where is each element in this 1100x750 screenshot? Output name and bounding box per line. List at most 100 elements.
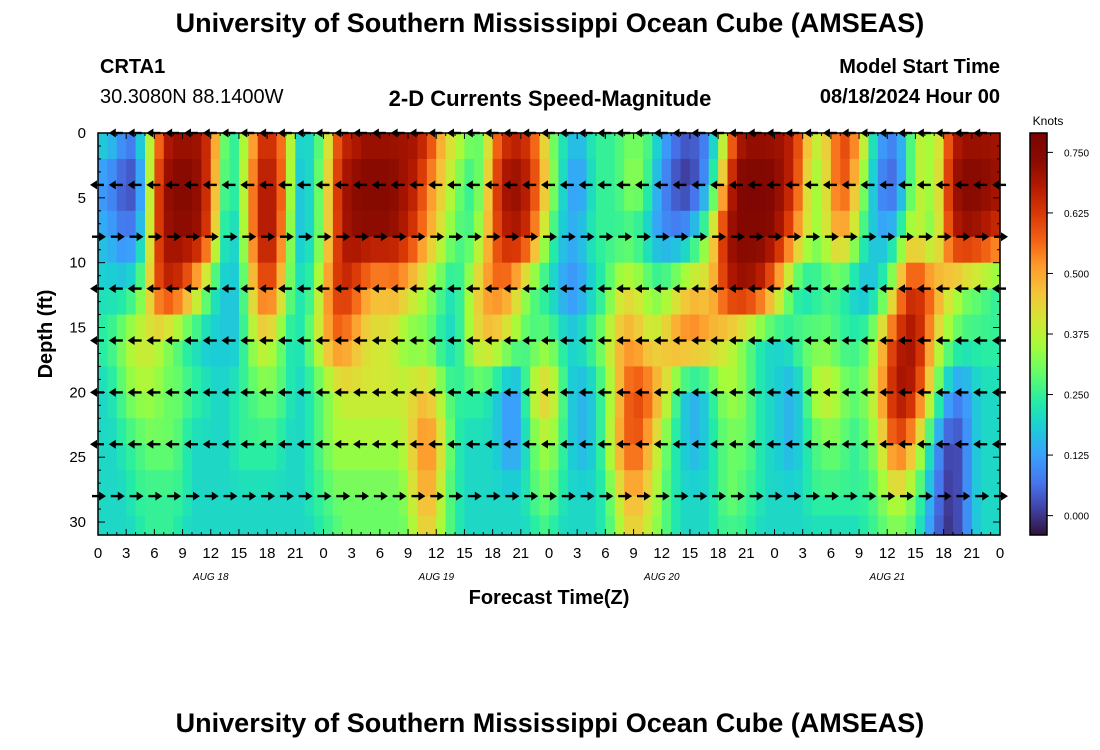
- heat-cell: [389, 366, 400, 393]
- heat-cell: [859, 184, 870, 212]
- heat-cell: [98, 340, 108, 368]
- x-tick-label: 12: [428, 545, 445, 562]
- arrow-head: [747, 439, 755, 449]
- heat-cell: [802, 340, 813, 368]
- arrow-head: [221, 180, 229, 190]
- arrow-head: [390, 439, 398, 449]
- current-arrow: [559, 335, 574, 345]
- current-arrow: [127, 180, 142, 190]
- heat-cell: [567, 366, 578, 393]
- current-arrow: [860, 439, 875, 449]
- arrow-head: [286, 232, 294, 242]
- heat-cell: [267, 444, 278, 471]
- heat-cell: [163, 392, 174, 419]
- heat-cell: [426, 288, 437, 316]
- heat-cell: [924, 262, 935, 290]
- heat-cell: [549, 288, 559, 316]
- heat-cell: [398, 133, 409, 160]
- current-arrow: [674, 491, 689, 501]
- arrow-head: [662, 232, 670, 242]
- heat-cell: [248, 184, 259, 212]
- heat-cell: [304, 288, 315, 316]
- heat-cell: [398, 470, 409, 497]
- heat-cell: [539, 340, 550, 368]
- heat-cell: [191, 515, 202, 536]
- heat-cell: [398, 210, 409, 238]
- heat-cell: [990, 210, 1001, 238]
- heat-cell: [455, 496, 466, 517]
- arrow-head: [747, 180, 755, 190]
- heat-cell: [595, 444, 606, 471]
- heat-cell: [906, 515, 917, 536]
- heat-cell: [229, 236, 240, 264]
- heat-cell: [633, 392, 644, 419]
- heat-cell: [323, 470, 334, 497]
- heat-cell: [229, 392, 240, 419]
- current-arrow: [561, 232, 576, 242]
- heat-cell: [605, 366, 616, 393]
- heat-cell: [633, 366, 644, 393]
- heat-cell: [173, 133, 184, 160]
- heat-cell: [464, 236, 475, 264]
- arrow-head: [634, 284, 642, 294]
- heat-cell: [943, 262, 954, 290]
- current-arrow: [691, 335, 706, 345]
- heat-cell: [314, 288, 325, 316]
- arrow-head: [634, 439, 642, 449]
- heat-cell: [661, 158, 672, 186]
- current-arrow: [336, 232, 351, 242]
- current-arrow: [935, 284, 950, 294]
- heat-cell: [511, 496, 522, 517]
- heat-cell: [464, 133, 475, 160]
- heat-cell: [915, 184, 926, 212]
- heat-cell: [633, 262, 644, 290]
- heat-cell: [793, 515, 804, 536]
- heat-cell: [502, 262, 513, 290]
- heat-cell: [981, 184, 992, 212]
- heat-cell: [436, 340, 447, 368]
- heat-cell: [144, 236, 155, 264]
- heat-cell: [840, 314, 851, 342]
- heat-cell: [408, 418, 419, 445]
- heat-cell: [614, 418, 625, 445]
- arrow-head: [202, 284, 210, 294]
- heat-cell: [849, 288, 860, 316]
- heat-cell: [332, 262, 343, 290]
- heat-cell: [577, 184, 588, 212]
- heat-cell: [361, 392, 372, 419]
- heat-cell: [953, 418, 964, 445]
- heat-cell: [154, 210, 165, 238]
- arrow-head: [944, 232, 952, 242]
- heat-cell: [520, 366, 531, 393]
- heat-cell: [248, 236, 259, 264]
- current-arrow: [637, 232, 651, 242]
- current-arrow: [259, 180, 274, 190]
- heat-cell: [558, 392, 569, 419]
- arrow-head: [484, 439, 492, 449]
- heat-cell: [314, 444, 325, 471]
- heat-cell: [887, 496, 898, 517]
- heat-cell: [98, 366, 108, 393]
- heat-cell: [520, 392, 531, 419]
- heat-cell: [934, 314, 945, 342]
- heat-cell: [135, 236, 146, 264]
- heat-cell: [614, 444, 625, 471]
- current-arrow: [937, 232, 952, 242]
- heat-cell: [361, 236, 372, 264]
- heat-cell: [473, 262, 484, 290]
- heat-cell: [276, 262, 287, 290]
- heat-cell: [201, 210, 212, 238]
- heat-cell: [398, 496, 409, 517]
- heat-cell: [614, 288, 625, 316]
- heat-cell: [605, 515, 616, 536]
- arrow-head: [691, 335, 699, 345]
- heat-cell: [351, 470, 362, 497]
- current-arrow: [766, 387, 781, 397]
- heat-cell: [314, 340, 325, 368]
- current-arrow: [634, 335, 649, 345]
- heat-cell: [182, 236, 193, 264]
- heat-cell: [126, 515, 137, 536]
- arrow-head: [221, 439, 229, 449]
- current-arrow: [597, 284, 612, 294]
- current-arrow: [465, 387, 480, 397]
